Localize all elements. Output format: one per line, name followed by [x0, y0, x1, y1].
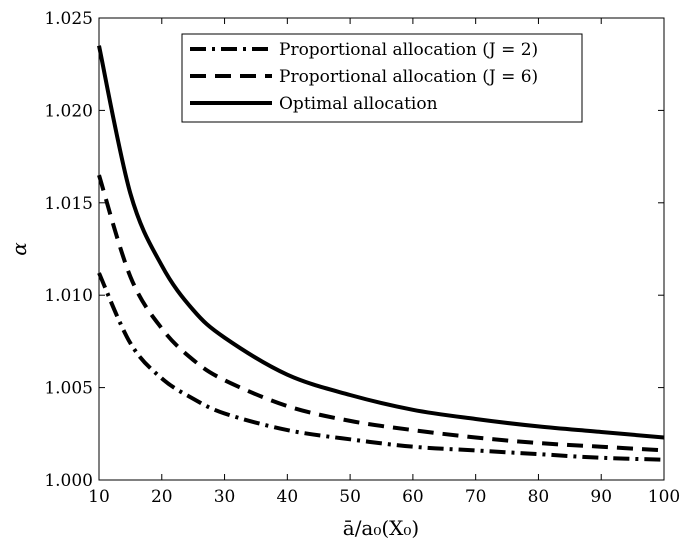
x-axis-label: ā/a₀(X₀) [343, 516, 419, 540]
series-line-2 [97, 45, 665, 440]
series-line-1 [97, 174, 665, 453]
x-tick-label: 90 [590, 487, 612, 507]
x-tick-label: 70 [465, 487, 487, 507]
legend: Proportional allocation (J = 2) Proporti… [181, 33, 583, 123]
y-tick-label: 1.015 [44, 194, 93, 214]
x-tick-label: 20 [151, 487, 173, 507]
plot-frame [98, 17, 665, 481]
x-tick-label: 30 [214, 487, 236, 507]
legend-label-optimal: Optimal allocation [279, 94, 438, 114]
y-axis-label: α [7, 242, 31, 256]
y-tick-label: 1.020 [44, 101, 93, 121]
y-tick-label: 1.025 [44, 9, 93, 29]
y-tick-label: 1.000 [44, 471, 93, 491]
legend-label-j2: Proportional allocation (J = 2) [279, 40, 538, 60]
x-axis: 10 20 30 40 50 60 70 80 90 100 [88, 18, 680, 507]
x-tick-label: 50 [339, 487, 361, 507]
x-tick-label: 10 [88, 487, 110, 507]
legend-label-j6: Proportional allocation (J = 6) [279, 67, 538, 87]
x-tick-label: 40 [277, 487, 299, 507]
series-line-0 [97, 272, 665, 462]
x-tick-label: 100 [648, 487, 680, 507]
plot-lines [97, 45, 665, 462]
y-axis: 1.000 1.005 1.010 1.015 1.020 1.025 [44, 9, 664, 491]
x-tick-label: 60 [402, 487, 424, 507]
x-tick-label: 80 [528, 487, 550, 507]
y-tick-label: 1.010 [44, 286, 93, 306]
y-tick-label: 1.005 [44, 379, 93, 399]
